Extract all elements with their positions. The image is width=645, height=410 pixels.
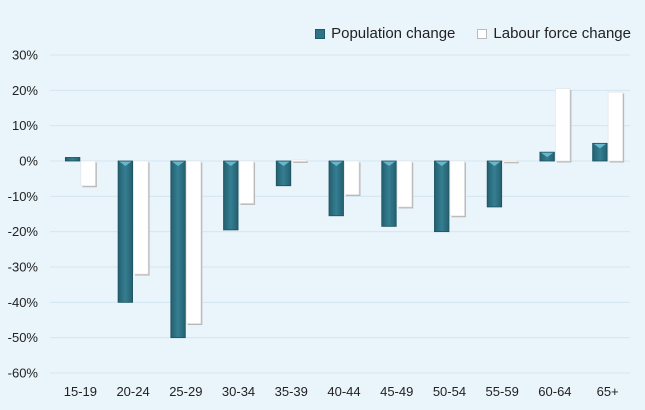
- x-tick-label: 60-64: [538, 384, 571, 399]
- bar-labour-force-change: [449, 160, 465, 217]
- bar-labour-force-change: [238, 160, 254, 204]
- bar-population-change: [170, 160, 186, 339]
- bar-population-change: [64, 157, 81, 162]
- bar-highlight: [540, 152, 554, 158]
- bar-population-change: [592, 142, 608, 162]
- bar-labour-force-change: [502, 159, 518, 163]
- x-tick-label: 20-24: [116, 384, 149, 399]
- x-tick-label: 30-34: [222, 384, 255, 399]
- bar-highlight: [330, 161, 343, 166]
- bar-labour-force-change: [555, 88, 571, 162]
- bar-highlight: [277, 161, 290, 166]
- x-tick-label: 40-44: [327, 384, 360, 399]
- bar-shadow: [293, 161, 308, 163]
- bar-population-change: [434, 160, 450, 233]
- y-tick-label: 20%: [12, 83, 38, 98]
- x-tick-label: 15-19: [64, 384, 97, 399]
- chart-legend: Population change Labour force change: [293, 25, 631, 42]
- bar-labour-force-change: [80, 160, 96, 187]
- bar-population-change: [275, 160, 292, 187]
- x-tick-label: 25-29: [169, 384, 202, 399]
- y-tick-label: -10%: [8, 189, 39, 204]
- legend-item-population: Population change: [315, 25, 455, 42]
- bar-labour-force-change: [133, 160, 149, 275]
- legend-swatch-labour: [477, 28, 488, 39]
- x-tick-label: 50-54: [433, 384, 466, 399]
- x-tick-label: 35-39: [275, 384, 308, 399]
- bar-labour-force-change: [396, 160, 413, 208]
- y-tick-label: 10%: [12, 118, 38, 133]
- y-tick-label: 0%: [19, 154, 38, 169]
- y-tick-label: -30%: [8, 260, 39, 275]
- y-tick-label: -50%: [8, 330, 39, 345]
- y-tick-label: 30%: [12, 48, 38, 63]
- bar-population-change: [381, 160, 397, 227]
- bar-highlight: [488, 161, 501, 166]
- legend-label-labour: Labour force change: [493, 25, 631, 42]
- y-tick-label: -20%: [8, 224, 39, 239]
- bar-labour-force-change: [607, 91, 623, 162]
- x-tick-label: 65+: [597, 384, 619, 399]
- legend-item-labour: Labour force change: [477, 25, 631, 42]
- bar-labour-force-change: [186, 160, 202, 324]
- bar-labour-force-change: [291, 159, 307, 162]
- x-tick-label: 45-49: [380, 384, 413, 399]
- legend-swatch-population: [315, 28, 326, 39]
- bar-labour-force-change: [344, 160, 360, 195]
- y-tick-label: -60%: [8, 366, 39, 381]
- bar-highlight: [435, 161, 448, 166]
- bar-highlight: [224, 161, 238, 166]
- bar-highlight: [119, 161, 132, 166]
- legend-label-population: Population change: [331, 25, 456, 42]
- bar-population-change: [117, 160, 133, 303]
- y-tick-label: -40%: [8, 295, 39, 310]
- bar-highlight: [171, 161, 185, 166]
- bar-population-change: [328, 160, 344, 217]
- bar-highlight: [382, 161, 396, 166]
- bar-highlight: [593, 143, 607, 149]
- bar-population-change: [223, 160, 239, 231]
- bar-shadow: [504, 161, 519, 164]
- x-tick-label: 55-59: [486, 384, 519, 399]
- bar-population-change: [486, 160, 503, 208]
